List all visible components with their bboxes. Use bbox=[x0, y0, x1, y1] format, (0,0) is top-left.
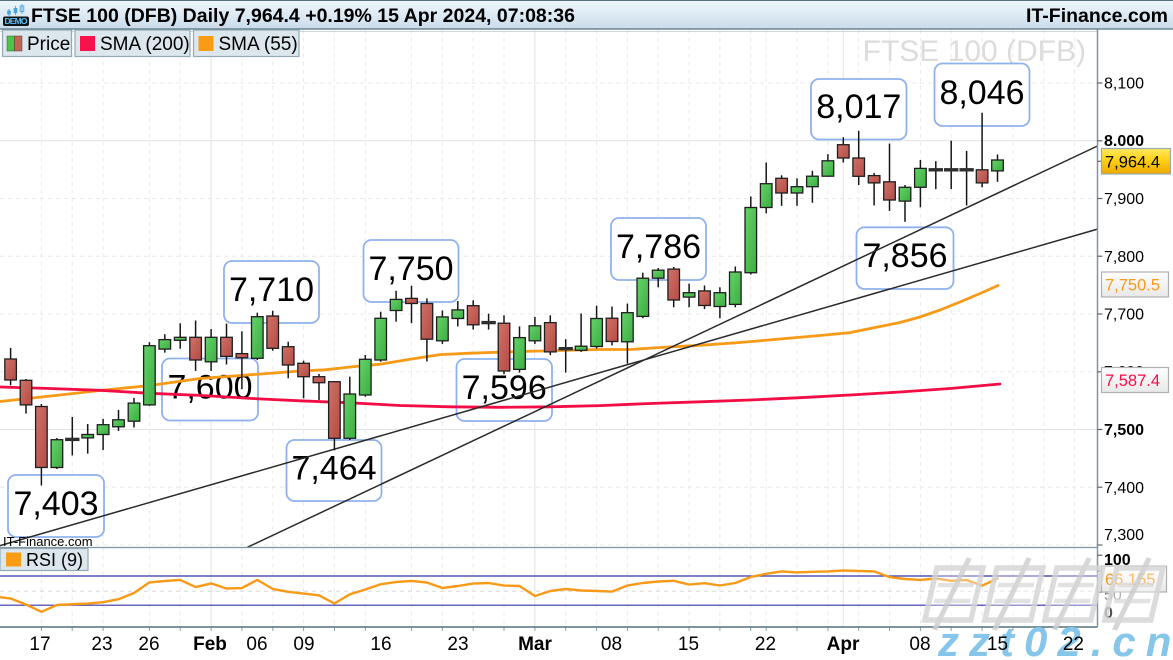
svg-text:DEMO: DEMO bbox=[5, 16, 28, 26]
svg-text:09: 09 bbox=[293, 634, 314, 655]
svg-text:08: 08 bbox=[601, 634, 622, 655]
svg-text:IT-Finance.com: IT-Finance.com bbox=[3, 534, 93, 549]
svg-text:7,750: 7,750 bbox=[368, 250, 453, 288]
svg-text:Price: Price bbox=[27, 34, 70, 55]
svg-text:7,464: 7,464 bbox=[291, 450, 376, 488]
svg-text:7,400: 7,400 bbox=[1104, 480, 1144, 497]
svg-text:SMA (200): SMA (200) bbox=[100, 34, 190, 55]
svg-text:8.000: 8.000 bbox=[1104, 133, 1144, 150]
svg-text:7,700: 7,700 bbox=[1104, 307, 1144, 324]
svg-text:RSI (9): RSI (9) bbox=[26, 550, 83, 570]
svg-text:23: 23 bbox=[447, 634, 468, 655]
svg-text:Apr: Apr bbox=[827, 634, 860, 655]
svg-text:7,856: 7,856 bbox=[862, 237, 947, 275]
svg-text:7,964.4: 7,964.4 bbox=[1105, 154, 1160, 172]
svg-text:100: 100 bbox=[1104, 552, 1131, 569]
svg-text:Mar: Mar bbox=[518, 634, 552, 655]
svg-text:22: 22 bbox=[1063, 634, 1084, 655]
svg-text:7,500: 7,500 bbox=[1104, 422, 1144, 439]
svg-text:16: 16 bbox=[370, 634, 391, 655]
svg-text:IT-Finance.com: IT-Finance.com bbox=[1026, 5, 1168, 27]
svg-text:7,800: 7,800 bbox=[1104, 249, 1144, 266]
svg-text:17: 17 bbox=[29, 634, 50, 655]
svg-text:22: 22 bbox=[755, 634, 776, 655]
svg-text:7,403: 7,403 bbox=[13, 485, 98, 523]
svg-text:7,300: 7,300 bbox=[1104, 527, 1144, 544]
svg-text:SMA (55): SMA (55) bbox=[219, 34, 298, 55]
svg-text:7,587.4: 7,587.4 bbox=[1105, 372, 1160, 390]
svg-text:FTSE 100 (DFB): FTSE 100 (DFB) bbox=[863, 35, 1086, 68]
svg-text:Feb: Feb bbox=[193, 634, 227, 655]
svg-text:08: 08 bbox=[909, 634, 930, 655]
svg-text:8,100: 8,100 bbox=[1104, 76, 1144, 93]
svg-text:06: 06 bbox=[246, 634, 267, 655]
svg-text:7,786: 7,786 bbox=[616, 228, 701, 266]
svg-text:15: 15 bbox=[678, 634, 699, 655]
svg-text:26: 26 bbox=[138, 634, 159, 655]
svg-text:15: 15 bbox=[987, 634, 1008, 655]
svg-text:7,750.5: 7,750.5 bbox=[1105, 277, 1160, 295]
svg-text:8,017: 8,017 bbox=[816, 88, 901, 126]
svg-text:23: 23 bbox=[91, 634, 112, 655]
svg-text:FTSE 100 (DFB) Daily 7,964.4 +: FTSE 100 (DFB) Daily 7,964.4 +0.19% 15 A… bbox=[31, 5, 575, 27]
svg-text:7,900: 7,900 bbox=[1104, 191, 1144, 208]
svg-text:7,710: 7,710 bbox=[229, 271, 314, 309]
svg-text:7,596: 7,596 bbox=[462, 369, 547, 407]
svg-text:8,046: 8,046 bbox=[939, 74, 1024, 112]
